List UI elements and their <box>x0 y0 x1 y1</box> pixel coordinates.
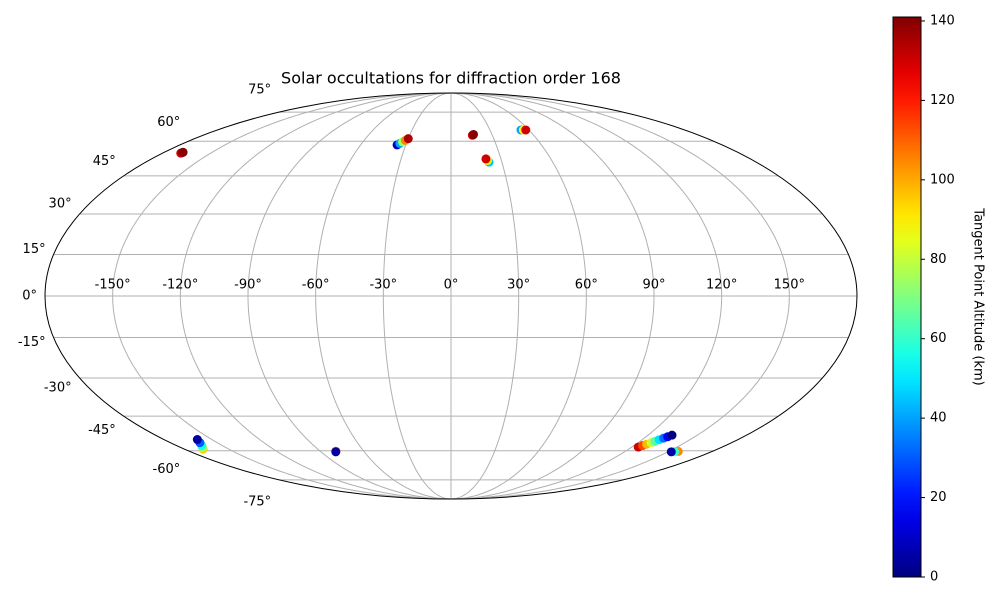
grid-line <box>450 92 520 500</box>
data-point <box>469 129 479 139</box>
colorbar-tick-label: 40 <box>930 411 947 426</box>
colorbar <box>892 16 922 578</box>
data-point <box>403 134 413 144</box>
y-tick-label: -60° <box>153 462 181 477</box>
data-point <box>521 125 531 135</box>
data-point <box>667 430 677 440</box>
grid-line <box>112 92 452 500</box>
x-tick-label: -30° <box>369 278 397 293</box>
y-tick-label: 75° <box>248 82 271 97</box>
x-tick-label: 0° <box>444 278 459 293</box>
x-tick-label: -120° <box>162 278 198 293</box>
data-point <box>666 447 676 457</box>
y-tick-label: 30° <box>49 197 72 212</box>
grid-line <box>315 92 452 500</box>
y-tick-label: 0° <box>22 289 37 304</box>
y-tick-label: -45° <box>88 423 116 438</box>
x-tick-label: 120° <box>706 278 737 293</box>
data-point <box>178 147 188 157</box>
grid-line <box>179 92 452 500</box>
x-tick-label: -90° <box>234 278 262 293</box>
y-tick-label: 45° <box>93 154 116 169</box>
colorbar-tick-label: 20 <box>930 490 947 505</box>
data-point <box>192 435 202 445</box>
colorbar-tick-label: 0 <box>930 570 938 585</box>
grid-line <box>247 92 452 500</box>
y-tick-label: 15° <box>23 242 46 257</box>
grid-line <box>450 92 723 500</box>
y-tick-label: -30° <box>44 380 72 395</box>
map-boundary <box>44 92 858 500</box>
data-point <box>331 447 341 457</box>
y-tick-label: -15° <box>18 335 46 350</box>
colorbar-tick-label: 120 <box>930 93 955 108</box>
x-tick-label: -150° <box>95 278 131 293</box>
x-tick-label: 30° <box>507 278 530 293</box>
chart-title: Solar occultations for diffraction order… <box>281 69 621 88</box>
x-tick-label: -60° <box>302 278 330 293</box>
data-point <box>481 154 491 164</box>
y-tick-label: 60° <box>157 115 180 130</box>
y-tick-label: -75° <box>243 495 271 510</box>
colorbar-tick-label: 80 <box>930 252 947 267</box>
grid-line <box>450 92 587 500</box>
x-tick-label: 90° <box>642 278 665 293</box>
grid-line <box>450 92 655 500</box>
colorbar-tick-label: 60 <box>930 331 947 346</box>
colorbar-tick-label: 100 <box>930 172 955 187</box>
colorbar-label: Tangent Point Altitude (km) <box>971 207 986 385</box>
x-tick-label: 150° <box>774 278 805 293</box>
colorbar-tick-label: 140 <box>930 13 955 28</box>
x-tick-label: 60° <box>575 278 598 293</box>
